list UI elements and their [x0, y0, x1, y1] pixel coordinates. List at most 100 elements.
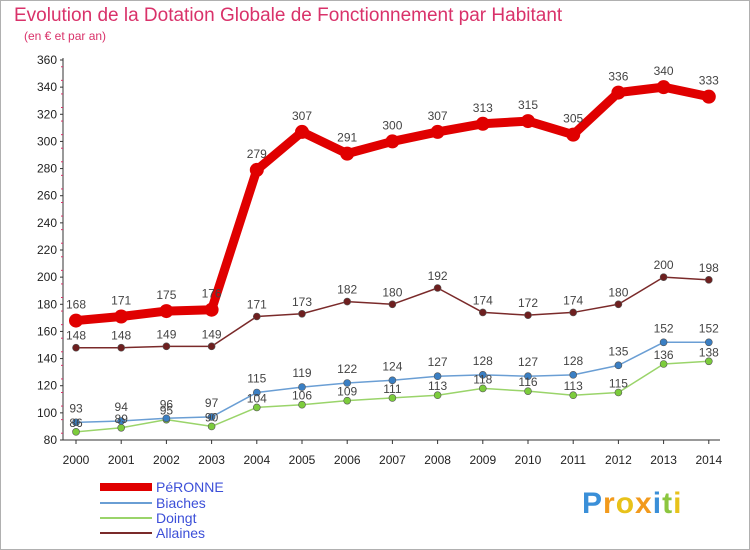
data-label-biaches: 115	[247, 372, 266, 386]
y-tick-label: 140	[37, 352, 57, 366]
data-point-pronne	[611, 85, 626, 100]
data-label-doingt: 95	[160, 404, 174, 418]
y-tick-label: 80	[44, 433, 58, 447]
data-point-pronne	[159, 304, 174, 319]
data-point-doingt	[478, 384, 487, 393]
data-label-allaines: 149	[202, 327, 222, 341]
data-label-allaines: 182	[337, 283, 357, 297]
data-label-biaches: 122	[337, 362, 357, 376]
data-label-doingt: 104	[247, 391, 267, 405]
data-label-pronne: 340	[654, 64, 674, 78]
data-point-biaches	[569, 371, 578, 379]
data-point-pronne	[475, 116, 490, 131]
data-point-doingt	[388, 394, 397, 402]
y-tick-label: 160	[37, 324, 57, 338]
data-label-doingt: 116	[518, 375, 537, 389]
legend-label-pronne: PéRONNE	[156, 479, 224, 495]
y-tick-label: 100	[37, 406, 57, 420]
data-point-doingt	[252, 403, 261, 412]
data-label-pronne: 313	[473, 101, 493, 115]
data-point-pronne	[295, 124, 309, 139]
data-point-pronne	[521, 114, 535, 129]
x-tick-label: 2005	[289, 453, 316, 467]
x-tick-label: 2007	[379, 453, 406, 467]
data-point-biaches	[72, 418, 80, 427]
data-label-allaines: 200	[654, 258, 674, 272]
data-point-allaines	[569, 308, 578, 317]
data-point-pronne	[340, 146, 355, 161]
data-point-pronne	[656, 80, 671, 95]
data-label-doingt: 113	[564, 379, 583, 393]
data-point-doingt	[614, 388, 623, 397]
data-label-pronne: 305	[563, 112, 583, 126]
data-label-doingt: 109	[337, 385, 357, 399]
data-label-allaines: 198	[699, 261, 719, 275]
y-tick-label: 180	[37, 297, 57, 311]
data-point-biaches	[433, 372, 442, 381]
chart-title: Evolution de la Dotation Globale de Fonc…	[14, 5, 563, 26]
data-point-allaines	[524, 311, 532, 319]
data-point-doingt	[72, 428, 80, 436]
chart-subtitle: (en € et par an)	[24, 29, 107, 43]
data-label-pronne: 336	[608, 70, 628, 84]
x-tick-label: 2009	[469, 453, 496, 467]
data-label-allaines: 180	[608, 285, 628, 299]
x-tick-label: 2002	[153, 453, 180, 467]
data-label-biaches: 97	[205, 396, 219, 410]
data-point-biaches	[207, 413, 216, 421]
data-point-biaches	[298, 383, 306, 391]
data-point-allaines	[433, 284, 442, 292]
data-point-doingt	[433, 391, 442, 400]
data-label-biaches: 119	[292, 366, 311, 380]
data-point-biaches	[614, 361, 623, 370]
data-label-allaines: 172	[518, 296, 538, 310]
data-point-doingt	[704, 357, 713, 366]
y-tick-label: 300	[37, 134, 57, 148]
data-label-pronne: 300	[382, 118, 402, 132]
data-point-biaches	[388, 376, 397, 385]
logo-letter: o	[615, 487, 636, 520]
y-tick-label: 280	[37, 162, 57, 176]
data-label-pronne: 176	[202, 287, 222, 301]
data-label-doingt: 118	[473, 372, 492, 386]
data-point-pronne	[566, 127, 581, 142]
data-point-pronne	[114, 309, 129, 324]
data-point-pronne	[69, 313, 83, 328]
data-label-pronne: 307	[292, 109, 312, 123]
data-label-doingt: 90	[205, 410, 219, 424]
data-point-pronne	[249, 162, 264, 177]
logo-letter: x	[635, 487, 653, 520]
data-point-biaches	[704, 338, 713, 347]
data-point-allaines	[478, 308, 487, 317]
data-label-biaches: 124	[382, 359, 402, 373]
data-point-allaines	[72, 343, 80, 352]
data-point-biaches	[117, 417, 125, 425]
data-label-allaines: 173	[292, 295, 312, 309]
data-point-doingt	[343, 396, 352, 405]
data-label-allaines: 180	[382, 285, 402, 299]
data-point-biaches	[162, 414, 171, 423]
x-tick-label: 2014	[695, 453, 722, 467]
data-label-biaches: 152	[654, 321, 674, 335]
data-label-doingt: 136	[654, 348, 674, 362]
data-label-doingt: 89	[115, 412, 129, 426]
data-point-pronne	[204, 302, 219, 317]
data-label-doingt: 106	[292, 389, 312, 403]
data-point-doingt	[207, 422, 216, 431]
data-point-allaines	[117, 343, 125, 352]
data-label-biaches: 135	[608, 344, 628, 358]
data-label-allaines: 148	[66, 329, 86, 343]
data-point-biaches	[524, 372, 532, 381]
data-label-pronne: 307	[428, 109, 448, 123]
data-label-pronne: 315	[518, 98, 538, 112]
logo-letter: P	[582, 487, 604, 520]
data-label-doingt: 113	[428, 379, 447, 393]
x-tick-label: 2000	[63, 453, 90, 467]
x-tick-label: 2008	[424, 453, 451, 467]
y-tick-label: 360	[37, 53, 57, 67]
data-label-doingt: 115	[609, 377, 628, 391]
data-point-allaines	[388, 300, 397, 309]
y-tick-label: 260	[37, 189, 57, 203]
data-label-biaches: 127	[428, 355, 448, 369]
logo-letter: t	[662, 487, 674, 520]
